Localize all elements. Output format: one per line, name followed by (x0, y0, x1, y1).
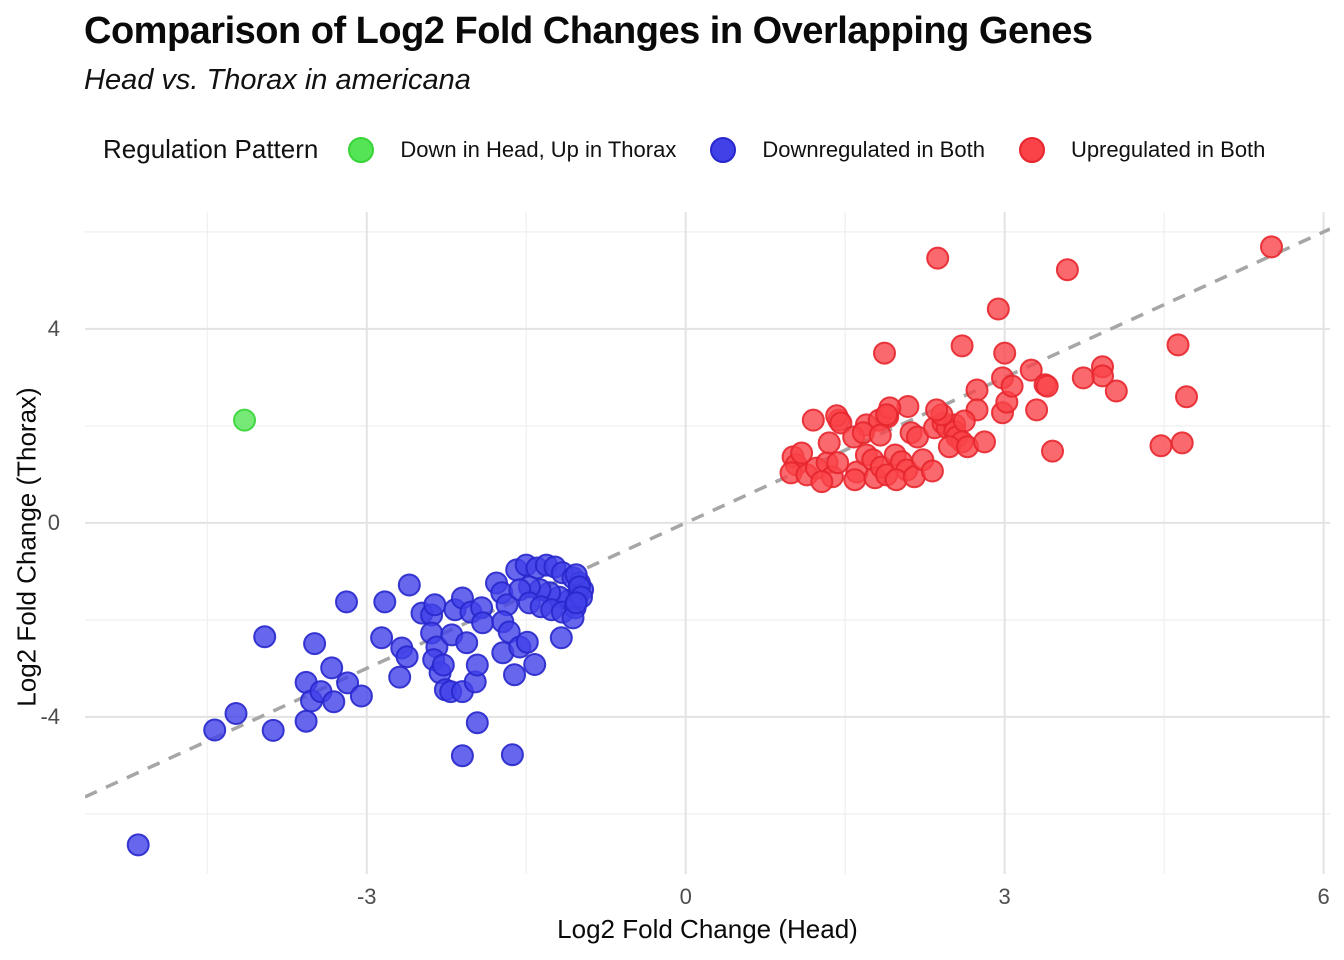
data-point (370, 626, 394, 650)
legend-item-label: Upregulated in Both (1070, 136, 1266, 162)
data-point (564, 591, 588, 615)
data-point (320, 656, 344, 680)
data-point (1055, 258, 1079, 282)
y-tick-label: 4 (47, 315, 60, 341)
x-tick-label: 6 (1317, 884, 1330, 909)
data-point (875, 403, 899, 427)
legend-item-label: Downregulated in Both (762, 136, 985, 162)
data-point (993, 341, 1017, 365)
data-point (523, 653, 547, 676)
data-point (450, 744, 474, 768)
legend-item-down-head-up-thorax: Down in Head, Up in Thorax (348, 136, 677, 163)
chart-title: Comparison of Log2 Fold Changes in Overl… (84, 10, 1093, 52)
data-point (1260, 235, 1283, 259)
legend-item-downregulated-both: Downregulated in Both (710, 136, 985, 163)
red-dot-icon (1018, 136, 1045, 163)
data-point (322, 690, 346, 714)
identity-reference-line (85, 227, 1330, 799)
data-point (868, 423, 892, 447)
data-point (423, 593, 447, 617)
data-point (515, 630, 539, 654)
data-point (1104, 379, 1128, 403)
data-point (224, 702, 248, 725)
y-tick-label: 0 (47, 509, 60, 535)
data-point (261, 718, 285, 742)
legend-title: Regulation Pattern (103, 134, 319, 164)
data-point (1166, 333, 1190, 357)
data-point (1149, 434, 1173, 458)
data-point (952, 409, 976, 433)
data-point (790, 441, 814, 465)
chart-subtitle: Head vs. Thorax in americana (84, 64, 471, 96)
data-point (388, 665, 412, 689)
data-point (1175, 385, 1198, 409)
data-point (335, 590, 358, 614)
legend-item-label: Down in Head, Up in Thorax (400, 136, 677, 162)
data-point (349, 684, 373, 708)
data-point (817, 431, 841, 455)
x-axis-title: Log2 Fold Change (Head) (557, 914, 858, 944)
data-point (873, 341, 896, 365)
data-point (500, 743, 524, 767)
data-point (1170, 431, 1194, 455)
data-point (431, 653, 455, 677)
scatter-plot-canvas (85, 212, 1330, 874)
data-point (950, 334, 974, 358)
data-point (471, 611, 495, 635)
data-point (826, 451, 850, 475)
data-point (810, 470, 834, 494)
y-tick-label: -4 (40, 703, 60, 729)
data-point (126, 833, 150, 857)
data-point (925, 398, 949, 422)
data-point (397, 573, 421, 597)
data-point (843, 468, 867, 492)
legend-item-upregulated-both: Upregulated in Both (1018, 136, 1266, 163)
data-point (395, 645, 419, 669)
green-dot-icon (348, 136, 375, 163)
data-point (1035, 374, 1059, 398)
data-point (1041, 439, 1064, 463)
data-point (926, 246, 950, 270)
legend: Regulation Pattern Down in Head, Up in T… (103, 134, 1299, 165)
data-point (1071, 366, 1095, 390)
data-point (253, 625, 277, 649)
data-point (233, 408, 256, 432)
data-point (303, 632, 327, 656)
x-tick-label: -3 (356, 884, 377, 909)
data-point (973, 430, 996, 454)
blue-dot-icon (710, 136, 737, 163)
data-point (1019, 358, 1043, 382)
data-point (503, 663, 526, 687)
data-point (455, 631, 479, 655)
y-axis-title: Log2 Fold Change (Thorax) (11, 387, 42, 707)
data-point (465, 711, 489, 735)
data-point (465, 653, 489, 677)
data-point (373, 590, 397, 614)
data-point (829, 411, 853, 435)
data-point (203, 718, 227, 742)
data-point (549, 626, 573, 650)
data-point (294, 709, 318, 733)
data-point (1000, 374, 1024, 398)
x-tick-label: 0 (679, 884, 692, 909)
x-tick-label: 3 (998, 884, 1011, 909)
data-point (336, 671, 360, 695)
data-point (920, 459, 944, 483)
data-point (1025, 398, 1049, 422)
data-point (801, 408, 825, 432)
data-point (986, 297, 1010, 321)
data-point (965, 378, 989, 402)
